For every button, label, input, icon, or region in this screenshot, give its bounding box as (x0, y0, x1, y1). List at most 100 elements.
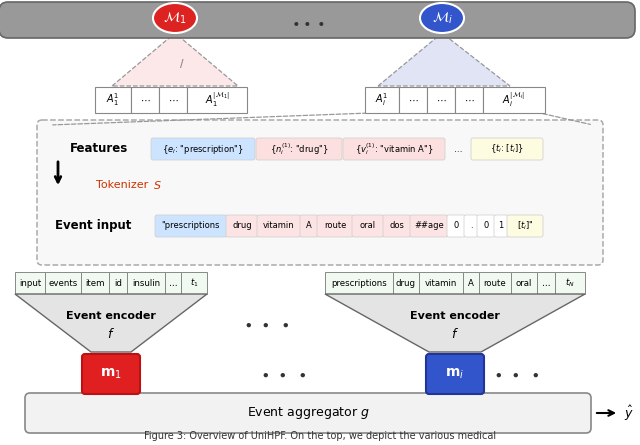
Bar (15, 272, 45, 294)
Text: id: id (114, 279, 122, 287)
Bar (393, 272, 419, 294)
FancyBboxPatch shape (343, 138, 445, 160)
Text: $A_i^1$: $A_i^1$ (375, 92, 388, 109)
Text: A: A (468, 279, 474, 287)
Text: $\{t_i$: $[t_i]\}$: $\{t_i$: $[t_i]\}$ (490, 143, 524, 155)
Text: $A_i^{|\mathcal{M}_i|}$: $A_i^{|\mathcal{M}_i|}$ (502, 91, 525, 109)
Polygon shape (112, 33, 238, 86)
Bar (483, 87, 545, 113)
Polygon shape (378, 33, 510, 86)
Bar (127, 272, 165, 294)
FancyBboxPatch shape (151, 138, 255, 160)
Text: $\cdots$: $\cdots$ (140, 95, 150, 105)
Text: $\bullet\ \bullet\ \bullet$: $\bullet\ \bullet\ \bullet$ (493, 367, 540, 381)
Text: $f$: $f$ (451, 327, 459, 341)
Text: 0: 0 (483, 222, 488, 231)
Text: input: input (19, 279, 41, 287)
Text: A: A (306, 222, 312, 231)
FancyBboxPatch shape (226, 215, 258, 237)
Bar (325, 272, 393, 294)
Text: $\mathbf{m}_1$: $\mathbf{m}_1$ (100, 367, 122, 381)
Text: dos: dos (390, 222, 404, 231)
Bar (455, 87, 483, 113)
FancyBboxPatch shape (447, 215, 465, 237)
Text: $f$: $f$ (107, 327, 115, 341)
Text: $\{e_i$: "prescription"$\}$: $\{e_i$: "prescription"$\}$ (162, 142, 244, 155)
Ellipse shape (153, 3, 197, 33)
Bar (463, 272, 479, 294)
FancyBboxPatch shape (471, 138, 543, 160)
FancyBboxPatch shape (300, 215, 318, 237)
Text: ##age: ##age (414, 222, 444, 231)
FancyBboxPatch shape (410, 215, 448, 237)
Bar (109, 272, 127, 294)
Text: $\cdots$: $\cdots$ (168, 95, 179, 105)
Bar (537, 272, 555, 294)
FancyBboxPatch shape (426, 354, 484, 394)
Bar (399, 87, 427, 113)
FancyBboxPatch shape (257, 215, 301, 237)
Text: $\hat{y}$: $\hat{y}$ (624, 404, 634, 423)
Text: $\cdots$: $\cdots$ (436, 95, 446, 105)
Text: 0: 0 (453, 222, 459, 231)
Text: Event encoder: Event encoder (66, 311, 156, 321)
Text: .: . (470, 222, 472, 231)
Ellipse shape (420, 3, 464, 33)
Text: $\mathcal{M}_i$: $\mathcal{M}_i$ (431, 10, 452, 26)
Text: route: route (484, 279, 506, 287)
Text: $\bullet\bullet\bullet$: $\bullet\bullet\bullet$ (291, 15, 325, 29)
Text: Event input: Event input (55, 219, 131, 232)
Bar (511, 272, 537, 294)
Text: Event encoder: Event encoder (410, 311, 500, 321)
Text: insulin: insulin (132, 279, 160, 287)
Text: $[t_i]$": $[t_i]$" (516, 220, 533, 232)
FancyBboxPatch shape (37, 120, 603, 265)
Text: $\bullet\ \bullet\ \bullet$: $\bullet\ \bullet\ \bullet$ (243, 316, 289, 332)
Text: Figure 3: Overview of UniHPF. On the top, we depict the various medical: Figure 3: Overview of UniHPF. On the top… (144, 431, 496, 441)
FancyBboxPatch shape (383, 215, 411, 237)
Text: $S$: $S$ (153, 179, 162, 191)
Polygon shape (15, 294, 207, 352)
Text: Features: Features (70, 142, 128, 155)
FancyBboxPatch shape (477, 215, 495, 237)
FancyBboxPatch shape (494, 215, 508, 237)
Text: $\cdots$: $\cdots$ (541, 279, 551, 287)
Text: $\{n_i^{(1)}$: "drug"$\}$: $\{n_i^{(1)}$: "drug"$\}$ (269, 141, 328, 157)
Bar (479, 272, 511, 294)
Polygon shape (325, 294, 585, 352)
FancyBboxPatch shape (317, 215, 353, 237)
Text: drug: drug (232, 222, 252, 231)
Text: $A_1^{|\mathcal{M}_1|}$: $A_1^{|\mathcal{M}_1|}$ (205, 91, 230, 109)
Text: $\bullet\ \bullet\ \bullet$: $\bullet\ \bullet\ \bullet$ (260, 367, 307, 381)
Bar (131, 87, 159, 113)
FancyBboxPatch shape (0, 2, 635, 38)
Text: prescriptions: prescriptions (331, 279, 387, 287)
Bar (419, 272, 463, 294)
Bar (187, 87, 247, 113)
Text: $\mathcal{M}_1$: $\mathcal{M}_1$ (163, 10, 187, 26)
Bar (95, 87, 131, 113)
Text: Event aggregator $g$: Event aggregator $g$ (246, 405, 369, 421)
Text: "prescriptions: "prescriptions (162, 222, 220, 231)
Text: drug: drug (396, 279, 416, 287)
Bar (427, 87, 455, 113)
Text: $\cdots$: $\cdots$ (408, 95, 419, 105)
Text: /: / (180, 59, 184, 69)
Bar (159, 87, 187, 113)
FancyBboxPatch shape (82, 354, 140, 394)
Bar (555, 272, 585, 294)
Bar (81, 272, 109, 294)
Text: $t_1$: $t_1$ (189, 277, 198, 289)
Text: $t_N$: $t_N$ (565, 277, 575, 289)
FancyBboxPatch shape (155, 215, 227, 237)
Text: oral: oral (360, 222, 376, 231)
FancyBboxPatch shape (25, 393, 591, 433)
FancyBboxPatch shape (507, 215, 543, 237)
Text: 1: 1 (499, 222, 504, 231)
Text: route: route (324, 222, 346, 231)
Text: Tokenizer: Tokenizer (96, 180, 148, 190)
FancyBboxPatch shape (464, 215, 478, 237)
Text: $\cdots$: $\cdots$ (168, 279, 178, 287)
Text: $\cdots$: $\cdots$ (464, 95, 474, 105)
Text: $\ldots$: $\ldots$ (453, 145, 463, 154)
